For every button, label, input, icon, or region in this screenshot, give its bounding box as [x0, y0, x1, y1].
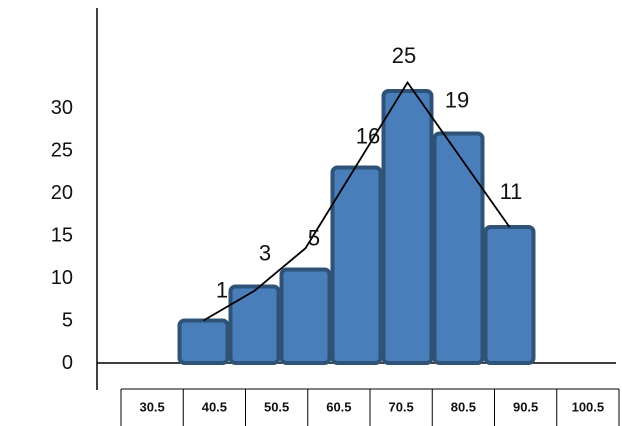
bar-5: [381, 89, 434, 365]
category-table: 30.5 40.5 50.5 60.5 70.5 80.5 90.5 100.5: [120, 388, 620, 426]
category-label-70.5: 70.5: [388, 400, 413, 415]
y-tick-label-25: 25: [51, 140, 73, 162]
category-label-100.5: 100.5: [572, 400, 605, 415]
category-label-40.5: 40.5: [202, 400, 227, 415]
y-tick-label-30: 30: [51, 97, 73, 119]
data-label-3: 3: [259, 241, 271, 266]
category-label-50.5: 50.5: [264, 400, 289, 415]
data-label-16: 16: [356, 124, 380, 149]
data-label-19: 19: [445, 88, 469, 113]
category-label-80.5: 80.5: [451, 400, 476, 415]
data-labels: 1 3 5 16 25 19 11: [216, 43, 523, 303]
data-label-25: 25: [392, 43, 416, 68]
category-label-60.5: 60.5: [326, 400, 351, 415]
bar-6: [432, 131, 485, 365]
data-label-5: 5: [308, 226, 320, 251]
category-label-90.5: 90.5: [513, 400, 538, 415]
bar-4: [330, 165, 383, 365]
y-tick-labels: 0 5 10 15 20 25 30: [51, 97, 73, 374]
bar-2: [228, 284, 281, 365]
data-label-11: 11: [500, 179, 523, 204]
bar-7: [483, 225, 536, 365]
category-label-30.5: 30.5: [139, 400, 164, 415]
bar-3: [279, 267, 332, 365]
y-tick-label-15: 15: [51, 225, 73, 247]
frequency-polygon-line: [203, 80, 511, 322]
bars: [177, 89, 536, 365]
bar-1: [177, 318, 230, 365]
frequency-polygon: [203, 80, 511, 322]
y-tick-label-5: 5: [62, 310, 73, 332]
data-label-1: 1: [216, 278, 228, 303]
y-tick-label-0: 0: [62, 352, 73, 374]
y-tick-label-20: 20: [51, 182, 73, 204]
y-tick-label-10: 10: [51, 267, 73, 289]
